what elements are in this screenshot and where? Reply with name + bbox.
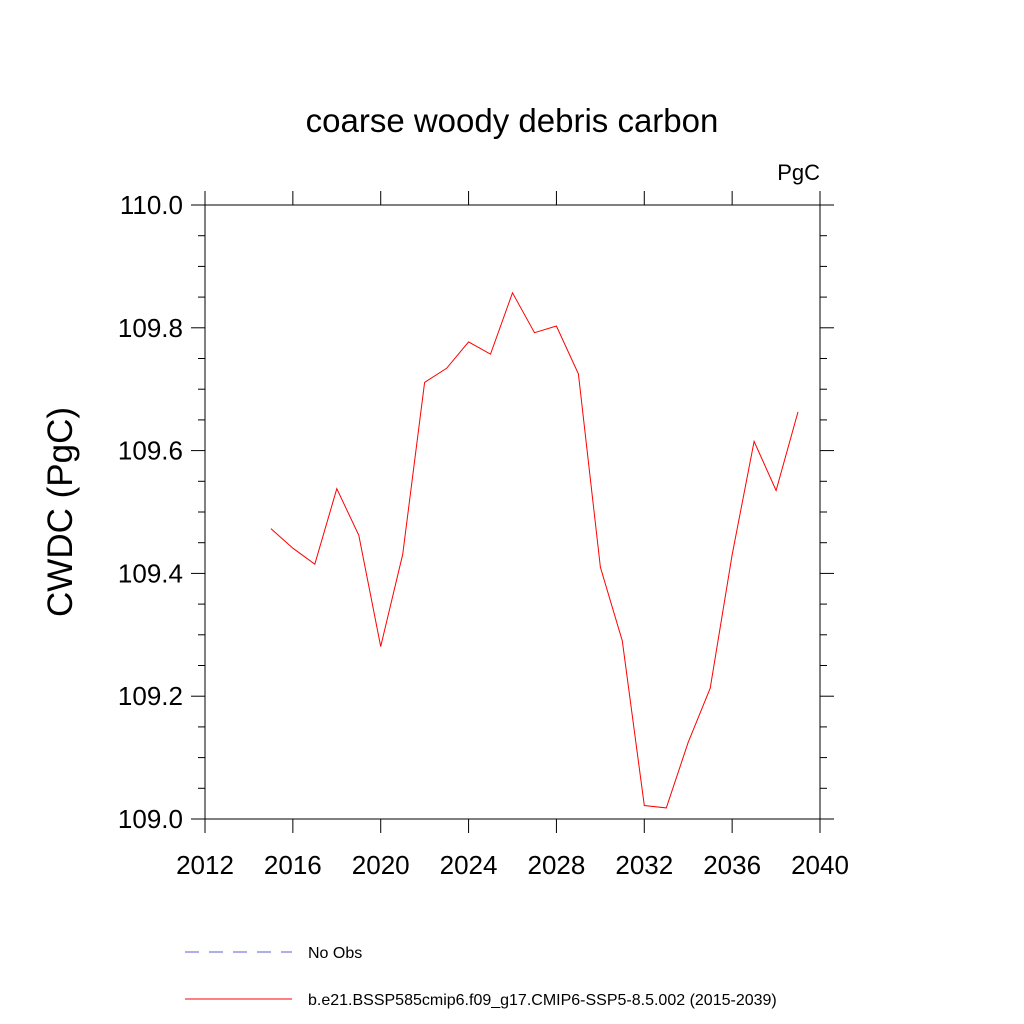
x-tick-label: 2024 [440, 850, 498, 880]
y-axis-label: CWDC (PgC) [41, 407, 80, 617]
x-tick-label: 2016 [264, 850, 322, 880]
x-axis: 2012 2016 2020 2024 2028 2032 2036 2040 [176, 191, 849, 880]
y-tick-label: 109.2 [118, 681, 183, 711]
y-axis: 109.0 109.2 109.4 109.6 109.8 110.0 [118, 190, 834, 834]
legend-label: b.e21.BSSP585cmip6.f09_g17.CMIP6-SSP5-8.… [308, 992, 777, 1009]
y-tick-label: 109.0 [118, 804, 183, 834]
legend-label: No Obs [308, 945, 362, 962]
y-tick-label: 110.0 [120, 190, 183, 220]
x-tick-label: 2028 [528, 850, 586, 880]
chart-title: coarse woody debris carbon [306, 102, 719, 139]
y-tick-label: 109.8 [118, 313, 183, 343]
y-tick-label: 109.6 [118, 436, 183, 466]
units-label: PgC [777, 160, 820, 185]
x-tick-label: 2020 [352, 850, 410, 880]
series-line [270, 291, 799, 809]
x-tick-label: 2032 [615, 850, 673, 880]
plot-frame [204, 204, 821, 820]
y-tick-label: 109.4 [118, 558, 183, 588]
series-layer [270, 291, 799, 809]
x-tick-label: 2036 [703, 850, 761, 880]
x-tick-label: 2040 [791, 850, 849, 880]
x-tick-label: 2012 [176, 850, 234, 880]
legend: No Obs b.e21.BSSP585cmip6.f09_g17.CMIP6-S… [185, 945, 777, 1009]
